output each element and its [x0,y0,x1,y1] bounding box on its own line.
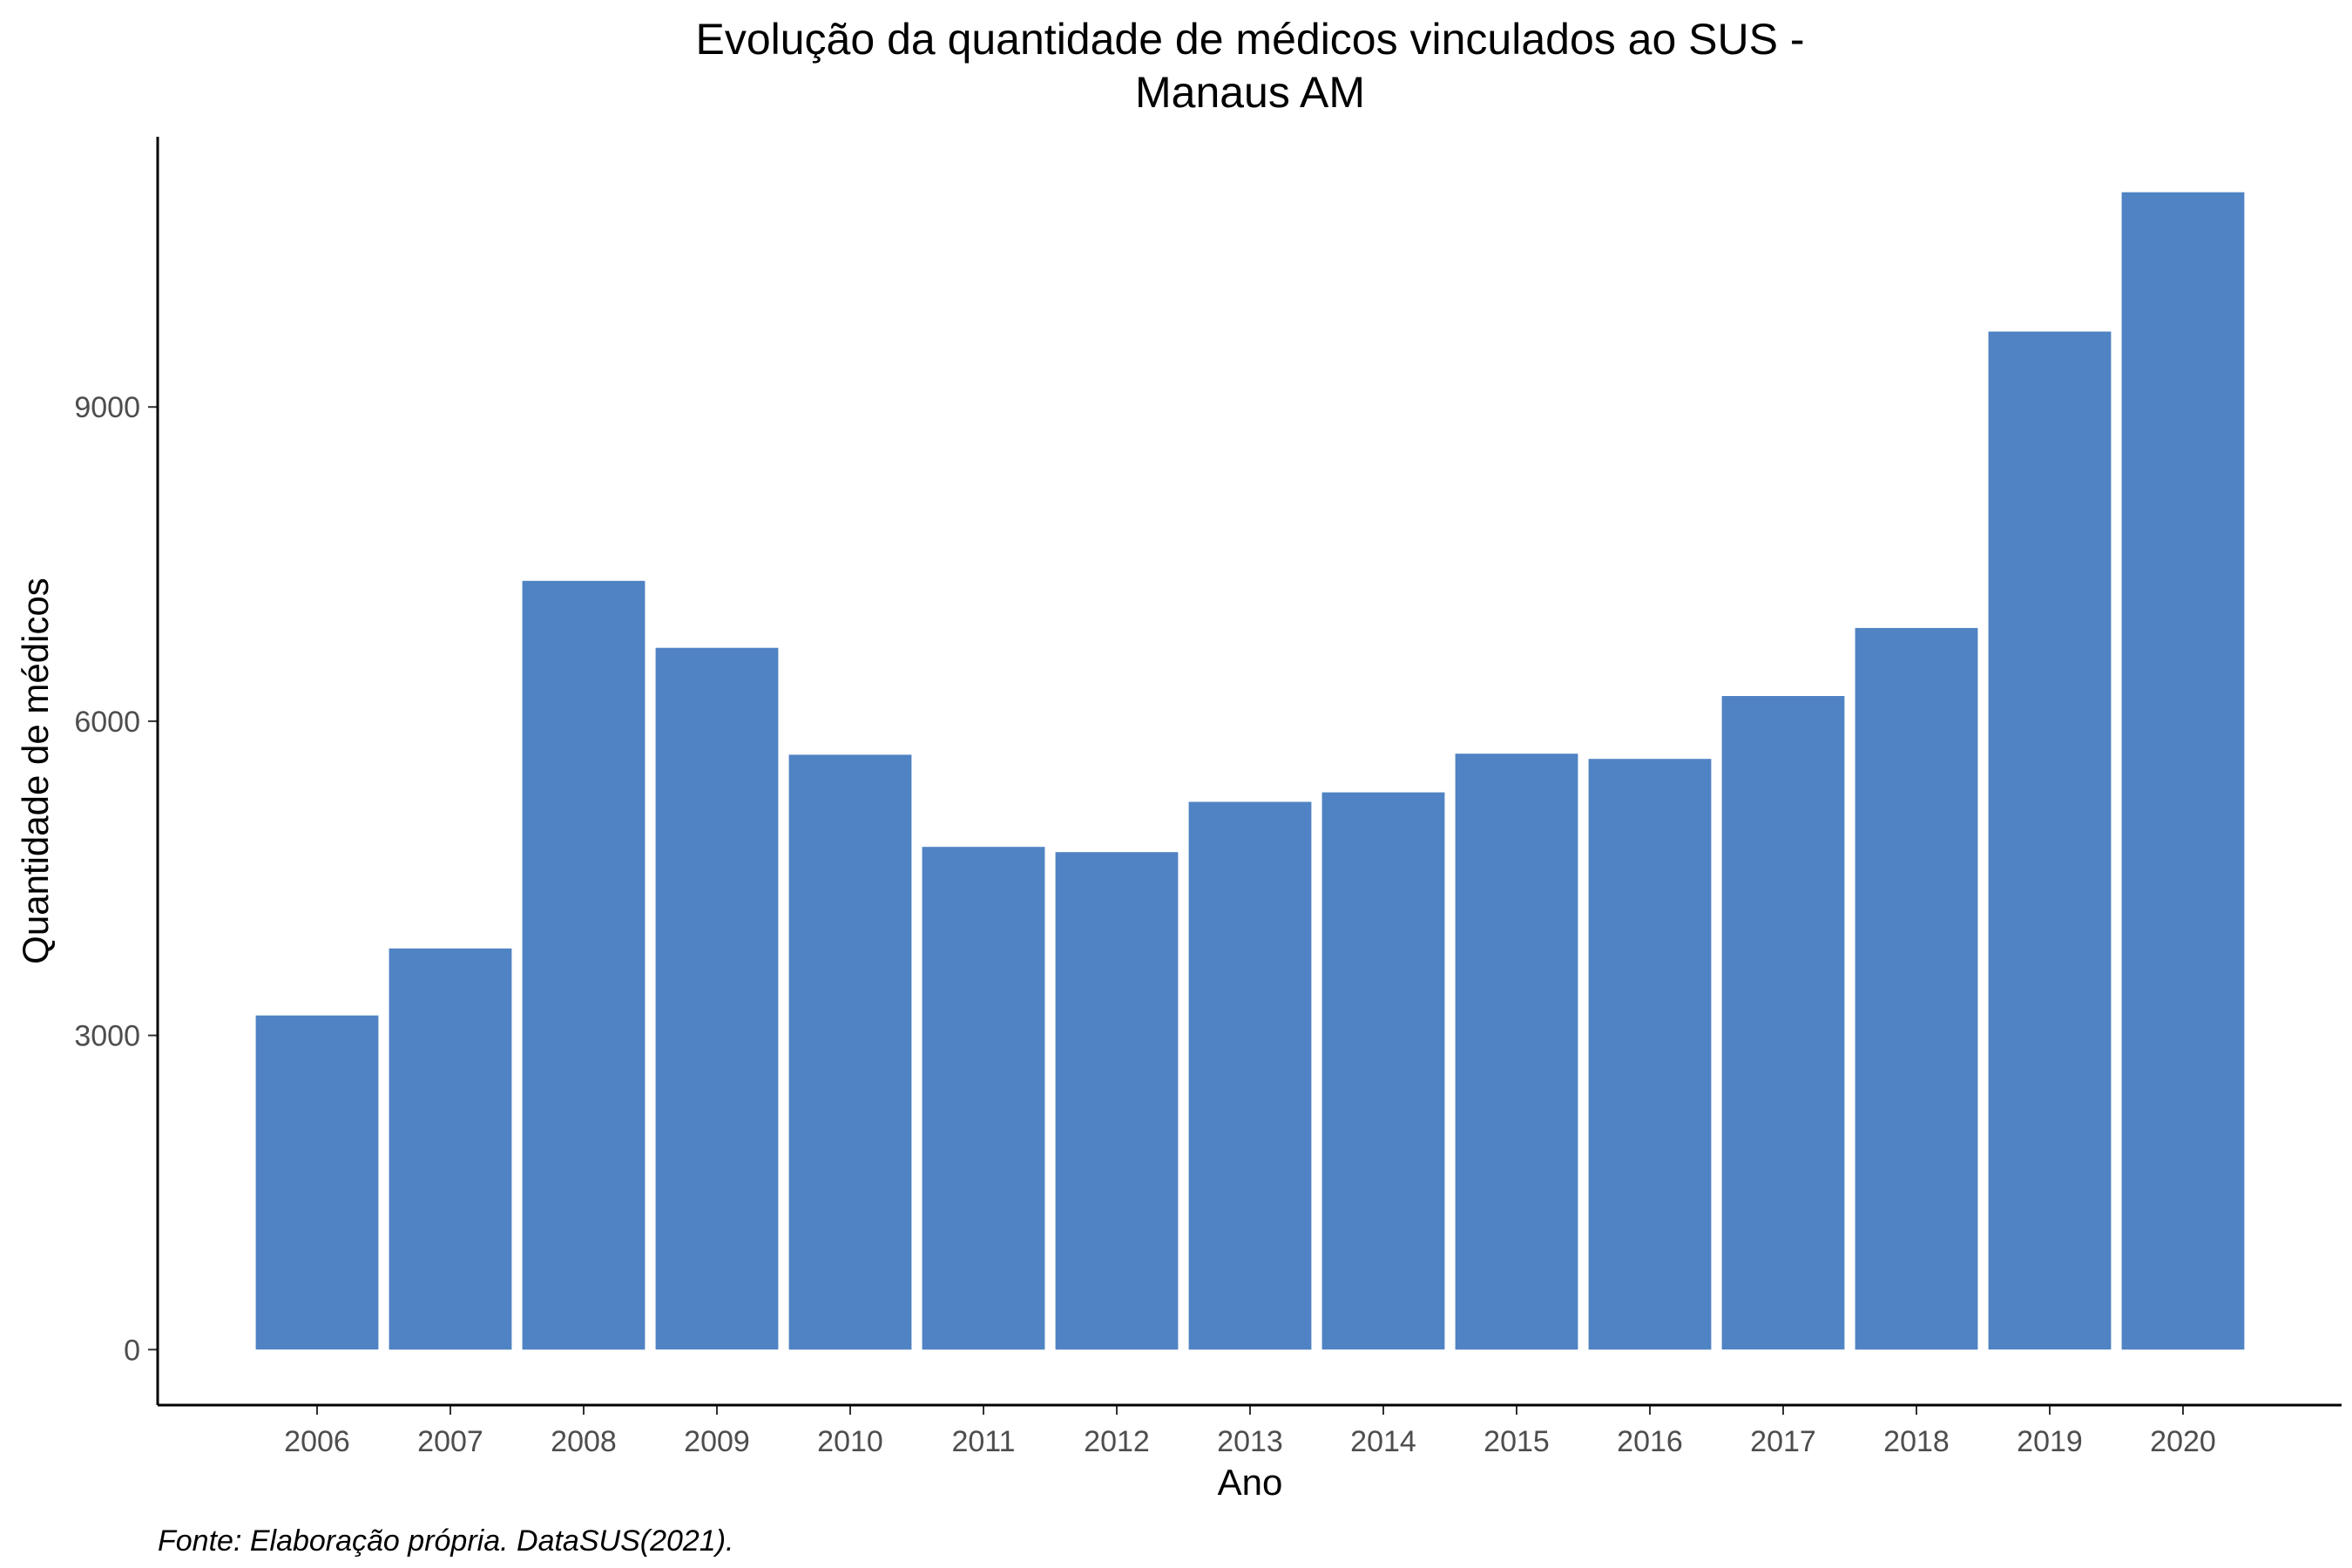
bar-2011 [922,847,1045,1350]
x-tick-label: 2012 [1084,1425,1150,1458]
x-tick-label: 2018 [1883,1425,1950,1458]
bar-2016 [1588,759,1712,1350]
x-tick-label: 2008 [551,1425,617,1458]
x-tick-label: 2007 [417,1425,483,1458]
x-tick-label: 2014 [1350,1425,1416,1458]
x-tick-label: 2009 [684,1425,750,1458]
bar-2020 [2121,192,2245,1350]
x-axis-title: Ano [1218,1462,1283,1503]
y-tick-label: 3000 [74,1020,140,1053]
bar-2015 [1455,754,1578,1350]
x-tick-label: 2016 [1617,1425,1683,1458]
x-tick-label: 2011 [951,1425,1015,1458]
x-tick-label: 2010 [817,1425,883,1458]
bar-2013 [1188,801,1312,1350]
x-tick-label: 2019 [2017,1425,2083,1458]
bar-2009 [655,647,779,1350]
bar-2017 [1721,696,1845,1350]
x-tick-label: 2015 [1484,1425,1550,1458]
bar-2012 [1055,852,1179,1350]
bar-2007 [389,948,512,1350]
bar-2010 [788,754,912,1350]
y-tick-label: 6000 [74,706,140,739]
chart-title-line-2: Manaus AM [1135,68,1365,117]
chart-title-line-1: Evolução da quantidade de médicos vincul… [695,15,1804,64]
x-tick-label: 2013 [1217,1425,1283,1458]
bar-2008 [522,580,645,1350]
x-tick-label: 2006 [284,1425,350,1458]
y-tick-label: 0 [124,1334,140,1367]
bars-group [255,192,2245,1350]
x-axis-ticks: 2006 2007 2008 2009 2010 2011 2012 2013 2014 2015… [284,1405,2216,1458]
y-axis-ticks: 0 3000 6000 9000 [74,391,158,1367]
bar-2018 [1855,627,1978,1350]
y-tick-label: 9000 [74,391,140,424]
chart-caption: Fonte: Elaboração própria. DataSUS(2021)… [158,1524,733,1558]
bar-2014 [1321,792,1445,1350]
bar-2019 [1988,331,2112,1350]
bar-2006 [255,1015,379,1350]
x-tick-label: 2017 [1750,1425,1816,1458]
x-tick-label: 2020 [2150,1425,2216,1458]
y-axis-title: Quantidade de médicos [15,578,56,964]
